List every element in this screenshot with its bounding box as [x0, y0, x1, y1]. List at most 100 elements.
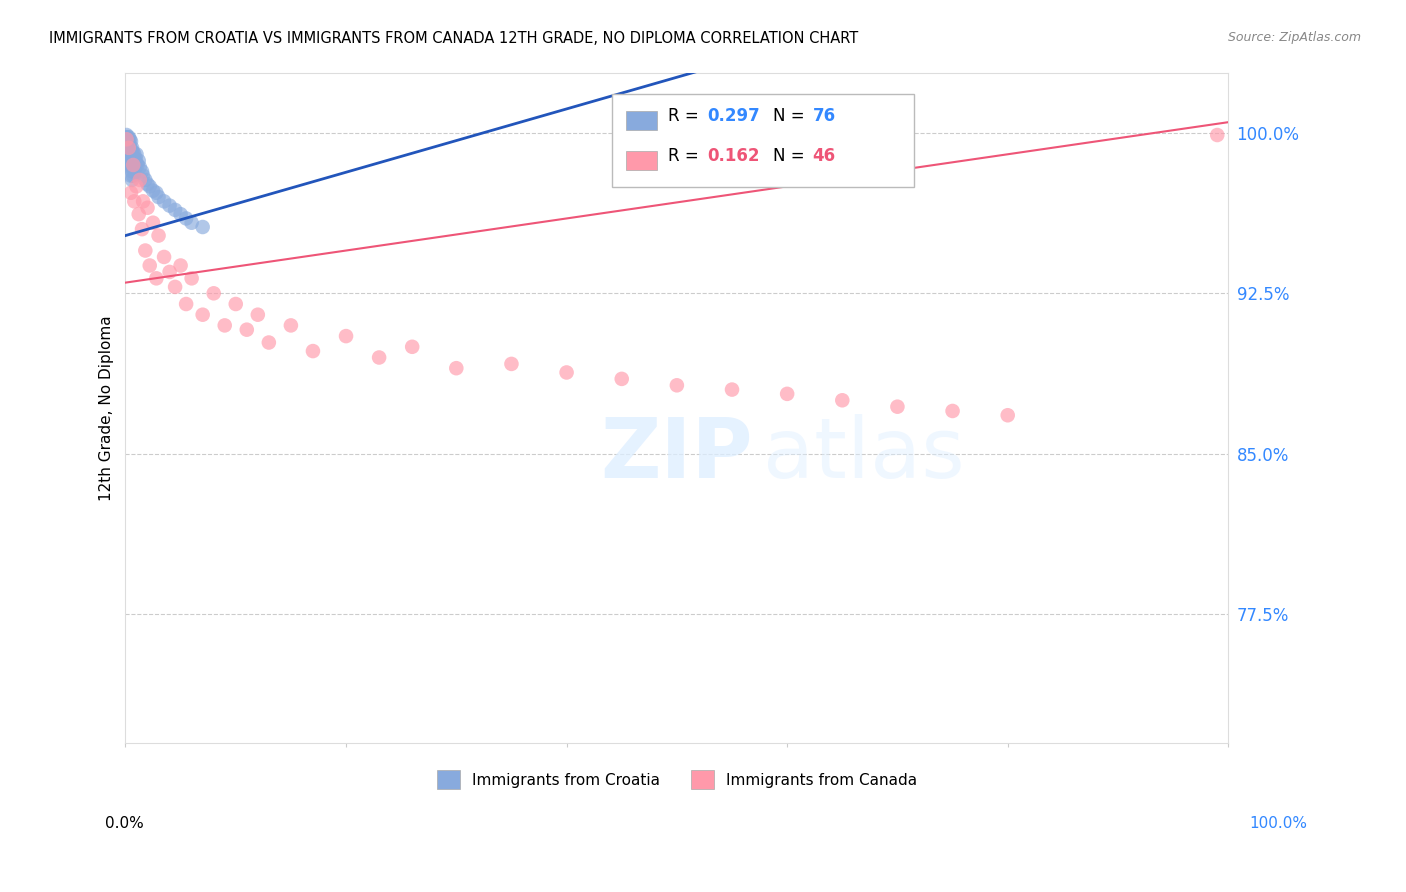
- Point: [159, 265, 181, 279]
- Text: N =: N =: [773, 147, 810, 165]
- Point: [121, 173, 143, 187]
- Point: [118, 147, 141, 161]
- Point: [124, 147, 146, 161]
- Text: atlas: atlas: [763, 414, 966, 495]
- Point: [236, 323, 259, 337]
- Point: [145, 271, 167, 285]
- Point: [120, 186, 142, 200]
- Text: R =: R =: [668, 147, 704, 165]
- Text: Source: ZipAtlas.com: Source: ZipAtlas.com: [1227, 31, 1361, 45]
- Point: [115, 132, 138, 146]
- Point: [501, 357, 523, 371]
- Point: [134, 173, 156, 187]
- Point: [665, 378, 688, 392]
- Point: [121, 164, 143, 178]
- Point: [831, 393, 853, 408]
- Point: [280, 318, 302, 333]
- Point: [117, 138, 139, 153]
- Point: [169, 259, 191, 273]
- Point: [134, 244, 156, 258]
- Point: [191, 219, 214, 234]
- Point: [174, 211, 197, 226]
- Point: [942, 404, 965, 418]
- Point: [153, 250, 176, 264]
- Point: [115, 132, 138, 146]
- Point: [136, 201, 159, 215]
- Point: [115, 136, 138, 151]
- Point: [117, 145, 139, 160]
- Point: [153, 194, 176, 209]
- Point: [180, 216, 202, 230]
- Point: [122, 158, 145, 172]
- Point: [115, 152, 138, 166]
- Point: [117, 145, 139, 160]
- Point: [721, 383, 744, 397]
- Point: [118, 132, 141, 146]
- Text: 76: 76: [813, 107, 835, 125]
- Point: [121, 147, 143, 161]
- Point: [202, 286, 225, 301]
- Point: [120, 135, 142, 149]
- Point: [115, 147, 138, 161]
- Point: [118, 156, 141, 170]
- Point: [121, 141, 143, 155]
- Point: [997, 409, 1019, 423]
- Point: [121, 156, 143, 170]
- Point: [115, 130, 138, 145]
- Point: [191, 308, 214, 322]
- Point: [142, 184, 165, 198]
- Point: [115, 149, 138, 163]
- Point: [138, 259, 160, 273]
- Point: [174, 297, 197, 311]
- Point: [117, 147, 139, 161]
- Point: [124, 164, 146, 178]
- Point: [115, 138, 138, 153]
- Point: [115, 135, 138, 149]
- Point: [118, 141, 141, 155]
- Point: [120, 149, 142, 163]
- Y-axis label: 12th Grade, No Diploma: 12th Grade, No Diploma: [100, 315, 114, 500]
- Point: [117, 130, 139, 145]
- Text: 100.0%: 100.0%: [1250, 816, 1308, 830]
- Point: [124, 160, 146, 174]
- Text: 0.0%: 0.0%: [105, 816, 145, 830]
- Point: [120, 169, 142, 183]
- Point: [117, 135, 139, 149]
- Point: [132, 194, 155, 209]
- Point: [118, 136, 141, 151]
- Text: IMMIGRANTS FROM CROATIA VS IMMIGRANTS FROM CANADA 12TH GRADE, NO DIPLOMA CORRELA: IMMIGRANTS FROM CROATIA VS IMMIGRANTS FR…: [49, 31, 859, 46]
- Point: [118, 143, 141, 157]
- Point: [118, 149, 141, 163]
- Point: [122, 152, 145, 166]
- Point: [117, 152, 139, 166]
- Point: [117, 136, 139, 151]
- Point: [115, 143, 138, 157]
- Point: [125, 147, 148, 161]
- Point: [335, 329, 357, 343]
- Point: [165, 280, 187, 294]
- Point: [117, 143, 139, 157]
- Point: [120, 160, 142, 174]
- Point: [122, 169, 145, 183]
- Point: [610, 372, 633, 386]
- Point: [122, 160, 145, 174]
- Point: [148, 190, 170, 204]
- Point: [125, 156, 148, 170]
- Point: [225, 297, 247, 311]
- Point: [128, 153, 150, 168]
- Point: [120, 152, 142, 166]
- Point: [145, 186, 167, 200]
- Point: [886, 400, 908, 414]
- Text: 0.162: 0.162: [707, 147, 759, 165]
- Point: [169, 207, 191, 221]
- Point: [117, 156, 139, 170]
- Point: [118, 141, 141, 155]
- Point: [148, 228, 170, 243]
- Point: [124, 156, 146, 170]
- Point: [124, 152, 146, 166]
- Point: [120, 143, 142, 157]
- Point: [1206, 128, 1229, 142]
- Point: [118, 130, 141, 145]
- Point: [302, 344, 325, 359]
- Point: [159, 199, 181, 213]
